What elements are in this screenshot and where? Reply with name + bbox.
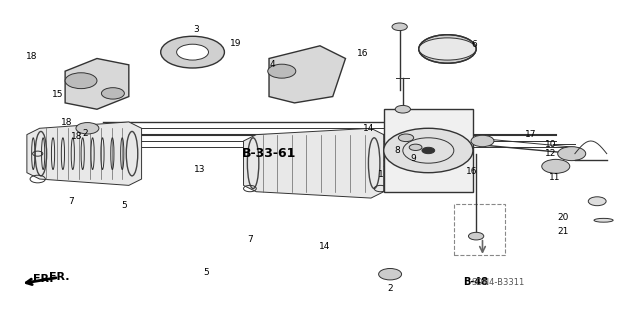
Text: 16: 16	[466, 167, 477, 176]
Circle shape	[101, 88, 124, 99]
Circle shape	[76, 123, 99, 134]
Text: 14: 14	[319, 242, 331, 251]
Text: 3: 3	[193, 25, 198, 35]
Text: 11: 11	[548, 173, 560, 182]
Ellipse shape	[594, 218, 613, 222]
Polygon shape	[27, 122, 141, 185]
Text: 20: 20	[557, 212, 569, 222]
Text: 10: 10	[545, 140, 556, 149]
Text: 8: 8	[395, 146, 401, 155]
Text: 19: 19	[230, 39, 242, 48]
Circle shape	[471, 135, 494, 147]
Text: 9: 9	[411, 154, 417, 163]
Text: 7: 7	[247, 236, 253, 244]
Circle shape	[268, 64, 296, 78]
Circle shape	[384, 128, 473, 173]
Circle shape	[161, 36, 225, 68]
Circle shape	[395, 105, 410, 113]
Circle shape	[541, 159, 570, 173]
Circle shape	[588, 197, 606, 206]
Circle shape	[177, 44, 209, 60]
Text: 18: 18	[26, 52, 37, 61]
Text: 17: 17	[525, 130, 536, 139]
Text: FR.: FR.	[33, 274, 53, 284]
Text: 14: 14	[364, 124, 375, 133]
Polygon shape	[269, 46, 346, 103]
Circle shape	[468, 232, 484, 240]
Text: 12: 12	[545, 149, 556, 158]
Circle shape	[419, 35, 476, 63]
Text: B-48: B-48	[463, 277, 488, 287]
Text: 6: 6	[471, 40, 477, 49]
Text: 1: 1	[378, 170, 383, 179]
Circle shape	[379, 268, 401, 280]
Text: 18: 18	[71, 132, 83, 141]
Text: 18: 18	[61, 118, 72, 127]
Circle shape	[65, 73, 97, 89]
Circle shape	[392, 23, 407, 31]
Text: 16: 16	[357, 49, 369, 58]
Text: 13: 13	[195, 165, 206, 174]
Text: B-33-61: B-33-61	[242, 147, 296, 160]
Text: 2: 2	[387, 284, 393, 293]
Text: 7: 7	[68, 197, 74, 206]
Polygon shape	[244, 128, 384, 198]
Text: 4: 4	[269, 60, 275, 69]
Text: 21: 21	[557, 227, 569, 236]
Circle shape	[398, 134, 413, 142]
FancyBboxPatch shape	[384, 109, 473, 192]
Text: 5: 5	[122, 202, 127, 211]
Polygon shape	[65, 59, 129, 109]
Text: 5: 5	[204, 268, 209, 277]
Circle shape	[433, 42, 461, 56]
Ellipse shape	[419, 38, 476, 60]
Text: 15: 15	[52, 91, 63, 100]
Text: 2: 2	[83, 129, 88, 138]
Bar	[454, 204, 505, 255]
Text: FR.: FR.	[49, 272, 70, 282]
Circle shape	[422, 147, 435, 154]
Circle shape	[557, 147, 586, 161]
Text: SDN4-B3311: SDN4-B3311	[472, 278, 525, 287]
Circle shape	[409, 144, 422, 150]
